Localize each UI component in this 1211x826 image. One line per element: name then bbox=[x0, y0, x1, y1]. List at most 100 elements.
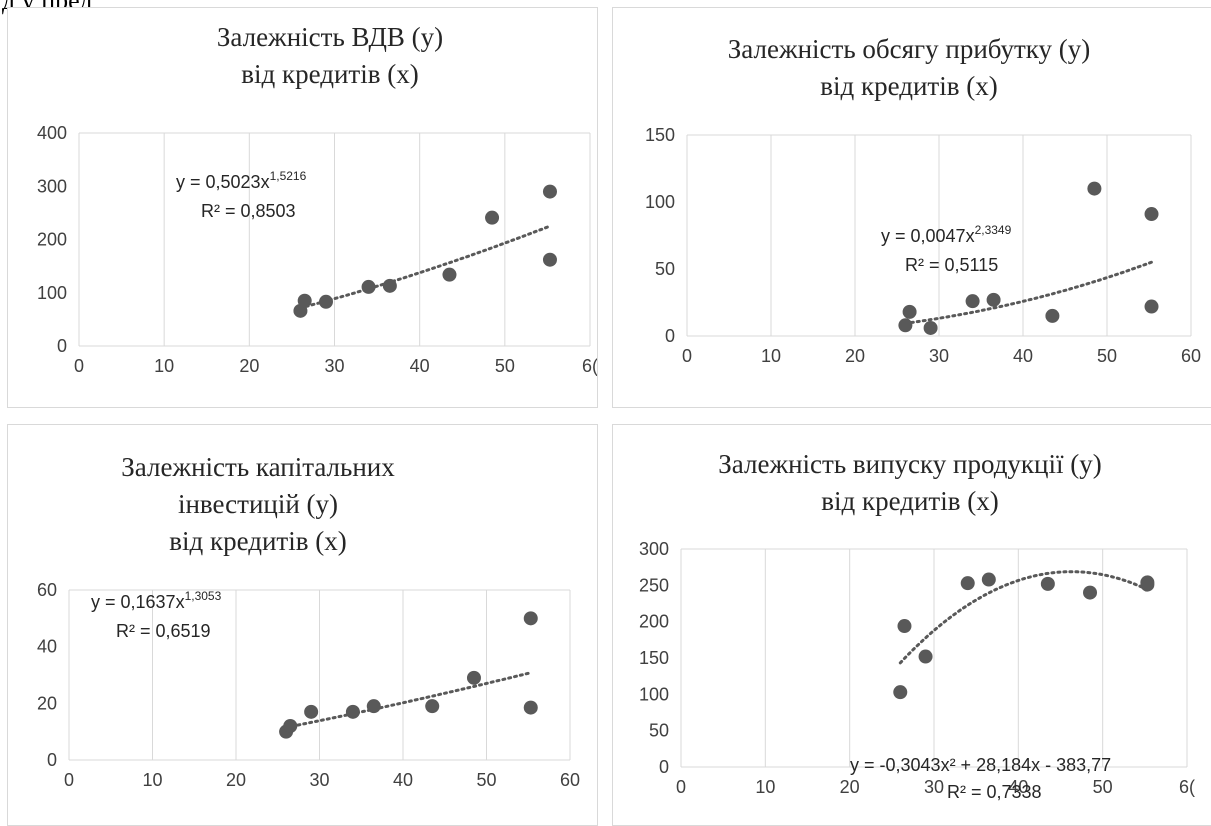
data-point bbox=[382, 278, 397, 293]
x-tick-label: 10 bbox=[154, 356, 174, 376]
x-tick-label: 40 bbox=[393, 770, 413, 790]
data-point bbox=[523, 611, 538, 626]
data-point bbox=[466, 670, 481, 685]
x-tick-label: 30 bbox=[309, 770, 329, 790]
trendline-equation: y = 0,1637x1,3053 bbox=[91, 589, 222, 612]
data-point bbox=[902, 304, 917, 319]
y-tick-label: 200 bbox=[639, 612, 669, 632]
data-point bbox=[1144, 299, 1159, 314]
data-point bbox=[1087, 181, 1102, 196]
y-tick-label: 40 bbox=[37, 637, 57, 657]
x-tick-label: 30 bbox=[929, 346, 949, 366]
chart-title-line: від кредитів (х) bbox=[820, 71, 997, 101]
trendline bbox=[898, 570, 1149, 665]
r-squared-label: R² = 0,6519 bbox=[116, 621, 211, 641]
data-point bbox=[1045, 308, 1060, 323]
x-tick-label: 50 bbox=[495, 356, 515, 376]
trendline-equation: y = 0,5023x1,5216 bbox=[176, 169, 307, 192]
x-tick-label: 6( bbox=[1179, 777, 1195, 797]
x-tick-label: 20 bbox=[239, 356, 259, 376]
data-point bbox=[542, 184, 557, 199]
y-tick-label: 0 bbox=[659, 757, 669, 777]
scatter-chart-svg: Залежність капітальних інвестицій (у) від … bbox=[37, 452, 580, 790]
data-point bbox=[1083, 585, 1098, 600]
data-point bbox=[366, 699, 381, 714]
data-point bbox=[1140, 575, 1155, 590]
chart-title-line: від кредитів (х) bbox=[169, 526, 346, 556]
x-tick-label: 20 bbox=[226, 770, 246, 790]
scatter-chart-svg: Залежність обсягу прибутку (у) від кредит… bbox=[645, 34, 1201, 366]
scatter-chart-svg: Залежність випуску продукції (у) від кред… bbox=[639, 449, 1195, 802]
data-point bbox=[960, 576, 975, 591]
y-tick-label: 200 bbox=[37, 230, 67, 250]
trendline-equation: y = 0,0047x2,3349 bbox=[881, 223, 1012, 246]
y-tick-label: 100 bbox=[639, 684, 669, 704]
r-squared-label: R² = 0,8503 bbox=[201, 201, 296, 221]
chart-title-line: Залежність капітальних bbox=[121, 452, 395, 482]
y-tick-label: 100 bbox=[37, 283, 67, 303]
scatter-chart-svg: Залежність ВДВ (у) від кредитів (х) 0 10 20 3… bbox=[37, 22, 597, 376]
y-tick-label: 300 bbox=[639, 539, 669, 559]
trendline bbox=[298, 224, 552, 310]
data-point bbox=[897, 619, 912, 634]
data-point bbox=[965, 294, 980, 309]
trendline bbox=[903, 260, 1153, 325]
x-tick-label: 0 bbox=[682, 346, 692, 366]
data-point bbox=[297, 293, 312, 308]
chart-title-line: Залежність ВДВ (у) bbox=[217, 22, 443, 52]
x-tick-label: 6( bbox=[582, 356, 597, 376]
chart-title-line: від кредитів (х) bbox=[821, 486, 998, 516]
x-tick-label: 60 bbox=[560, 770, 580, 790]
data-point bbox=[986, 292, 1001, 307]
chart-title-line: Залежність обсягу прибутку (у) bbox=[728, 34, 1091, 64]
chart-title-line: від кредитів (х) bbox=[241, 59, 418, 89]
trendline-equation: y = -0,3043x² + 28,184x - 383,77 bbox=[850, 755, 1111, 775]
x-tick-label: 40 bbox=[410, 356, 430, 376]
data-point bbox=[318, 294, 333, 309]
x-tick-label: 10 bbox=[142, 770, 162, 790]
y-tick-label: 50 bbox=[649, 721, 669, 741]
trendline bbox=[284, 671, 533, 729]
y-tick-label: 20 bbox=[37, 693, 57, 713]
data-point bbox=[425, 699, 440, 714]
data-point bbox=[923, 320, 938, 335]
y-tick-label: 400 bbox=[37, 123, 67, 143]
x-tick-label: 40 bbox=[1008, 777, 1028, 797]
y-tick-label: 60 bbox=[37, 580, 57, 600]
x-tick-label: 60 bbox=[1181, 346, 1201, 366]
data-point bbox=[361, 279, 376, 294]
x-tick-label: 0 bbox=[676, 777, 686, 797]
x-tick-label: 50 bbox=[1093, 777, 1113, 797]
x-tick-label: 50 bbox=[1097, 346, 1117, 366]
x-tick-label: 20 bbox=[845, 346, 865, 366]
y-tick-label: 150 bbox=[645, 125, 675, 145]
x-tick-label: 0 bbox=[74, 356, 84, 376]
data-point bbox=[981, 572, 996, 587]
y-tick-label: 0 bbox=[57, 336, 67, 356]
chart-title-line: Залежність випуску продукції (у) bbox=[718, 449, 1101, 479]
y-tick-label: 0 bbox=[665, 326, 675, 346]
data-point bbox=[345, 704, 360, 719]
data-point bbox=[442, 267, 457, 282]
chart-panel-investments: Залежність капітальних інвестицій (у) від … bbox=[7, 424, 598, 826]
x-tick-label: 30 bbox=[324, 356, 344, 376]
x-tick-label: 10 bbox=[755, 777, 775, 797]
y-tick-label: 300 bbox=[37, 176, 67, 196]
data-point bbox=[523, 700, 538, 715]
x-tick-label: 10 bbox=[761, 346, 781, 366]
chart-panel-vdv: Залежність ВДВ (у) від кредитів (х) 0 10 20 3… bbox=[7, 7, 598, 408]
data-point bbox=[304, 704, 319, 719]
x-tick-label: 20 bbox=[840, 777, 860, 797]
data-point bbox=[918, 649, 933, 664]
x-tick-label: 40 bbox=[1013, 346, 1033, 366]
r-squared-label: R² = 0,5115 bbox=[905, 255, 998, 275]
data-point bbox=[542, 252, 557, 267]
data-point bbox=[893, 685, 908, 700]
chart-title-line: інвестицій (у) bbox=[178, 489, 338, 519]
chart-panel-profit: Залежність обсягу прибутку (у) від кредит… bbox=[612, 7, 1211, 408]
y-tick-label: 50 bbox=[655, 259, 675, 279]
data-point bbox=[898, 318, 913, 333]
data-point bbox=[485, 210, 500, 225]
data-point bbox=[1144, 207, 1159, 222]
x-tick-label: 0 bbox=[64, 770, 74, 790]
